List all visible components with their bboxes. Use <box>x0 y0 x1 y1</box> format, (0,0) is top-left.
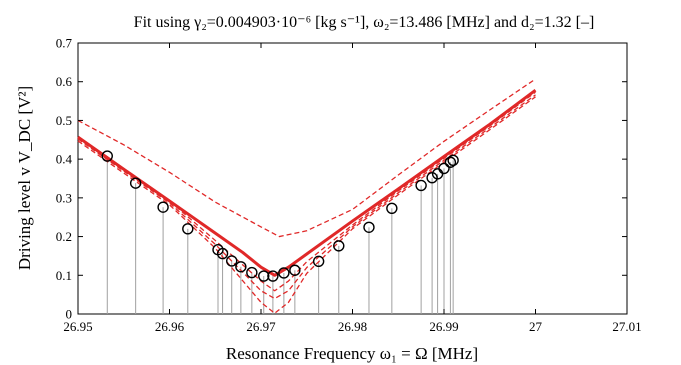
data-point <box>289 264 301 276</box>
y-tick-label: 0.2 <box>56 229 72 244</box>
fit-lines <box>77 78 537 314</box>
data-point <box>182 223 194 235</box>
y-axis-title: Driving level v V_DC [V²] <box>15 86 34 270</box>
x-tick-labels: 26.95 26.96 26.97 26.98 26.99 27 27.01 <box>63 319 641 334</box>
data-point <box>258 270 270 282</box>
y-tick-labels: 0 0.1 0.2 0.3 0.4 0.5 0.6 0.7 <box>56 36 73 322</box>
data-point <box>312 255 325 268</box>
x-tick-label: 26.96 <box>155 319 185 334</box>
y-tick-label: 0.3 <box>56 190 72 205</box>
data-point <box>415 179 427 192</box>
data-point <box>216 247 229 260</box>
x-tick-label: 27 <box>529 319 543 334</box>
data-point <box>444 156 457 168</box>
plot-frame <box>77 42 628 315</box>
axis-ticks <box>77 42 628 315</box>
x-tick-label: 26.99 <box>429 319 458 334</box>
x-tick-label: 27.01 <box>612 319 641 334</box>
y-tick-label: 0.6 <box>56 74 73 89</box>
data-point <box>278 267 290 279</box>
y-tick-label: 0.4 <box>56 152 73 167</box>
data-point <box>447 154 459 167</box>
y-tick-label: 0 <box>66 307 73 322</box>
data-point <box>226 255 238 267</box>
data-point <box>386 202 398 215</box>
bound-line <box>77 78 536 238</box>
data-point <box>363 221 375 233</box>
data-point <box>333 240 345 252</box>
data-point <box>246 266 258 279</box>
x-tick-label: 26.97 <box>246 319 276 334</box>
x-tick-label: 26.98 <box>338 319 367 334</box>
data-point <box>438 162 450 175</box>
data-point <box>267 270 279 282</box>
bound-line <box>77 94 536 300</box>
plot-area <box>77 42 628 315</box>
chart-title: Fit using γ₂=0.004903·10⁻⁶ [kg s⁻¹], ω₂=… <box>134 14 595 31</box>
data-point <box>101 150 113 162</box>
data-point <box>235 261 247 273</box>
x-tick-label: 26.95 <box>63 319 92 334</box>
bound-line <box>77 96 536 314</box>
y-tick-label: 0.7 <box>56 36 73 51</box>
fit-line <box>77 89 537 277</box>
data-point <box>157 201 169 213</box>
y-tick-label: 0.1 <box>56 268 72 283</box>
bound-line <box>77 91 536 292</box>
markers <box>101 150 459 282</box>
y-tick-label: 0.5 <box>56 113 72 128</box>
stems <box>106 156 454 314</box>
x-axis-title: Resonance Frequency ω₁ = Ω [MHz] <box>226 344 478 363</box>
data-point <box>129 177 142 189</box>
